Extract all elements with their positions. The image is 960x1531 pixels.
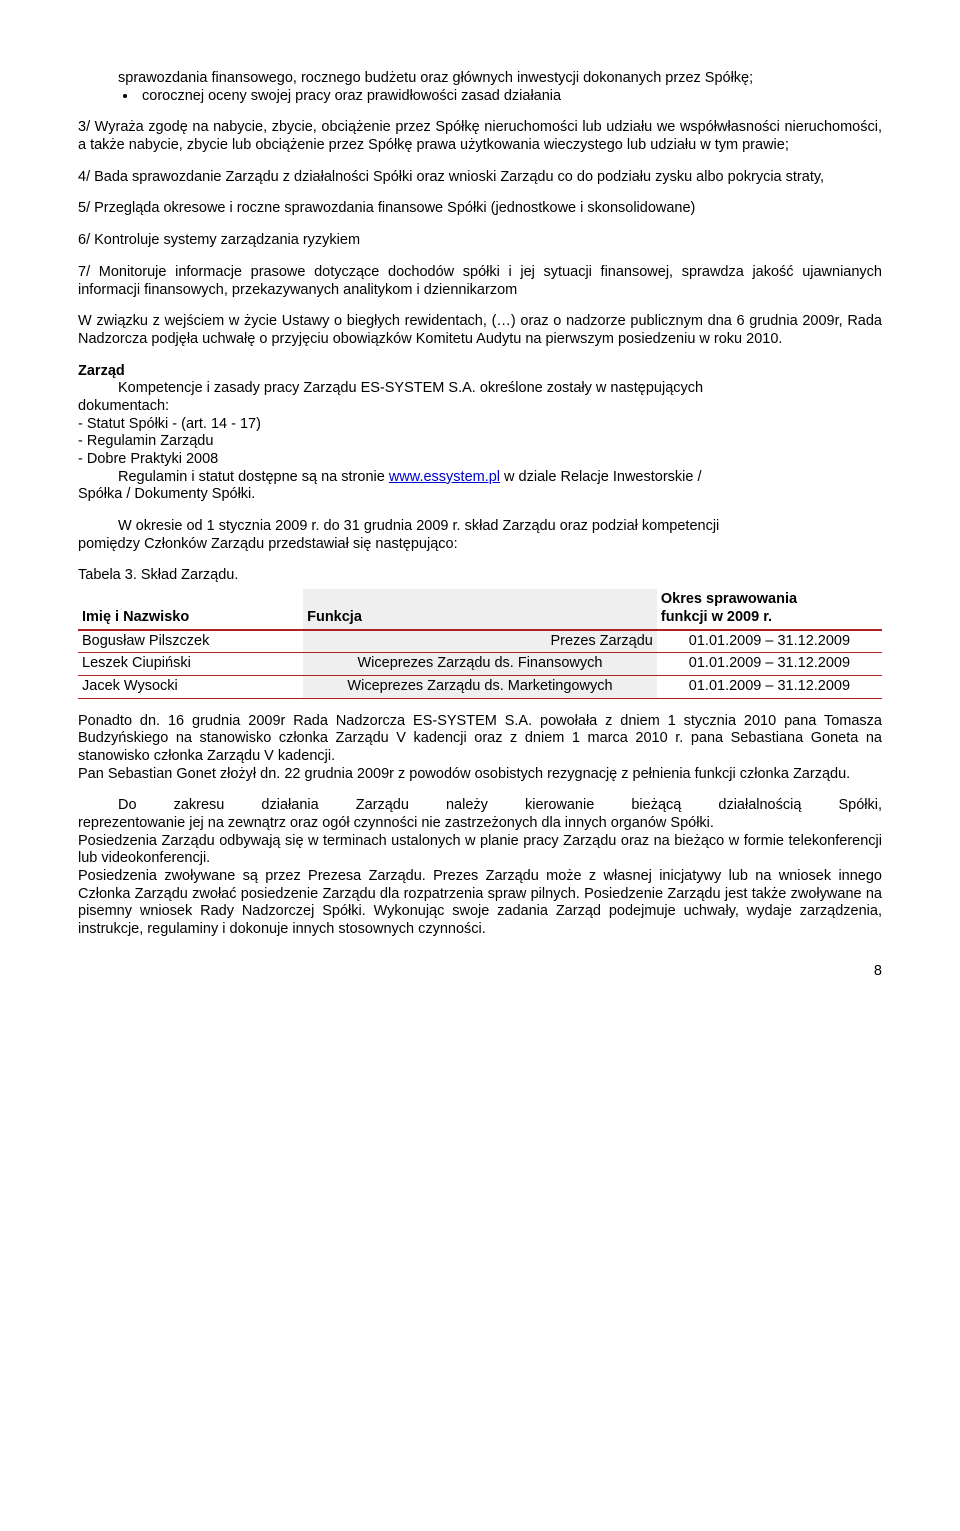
intro-bullet: corocznej oceny swojej pracy oraz prawid… [138,88,882,106]
paragraph-4: 4/ Bada sprawozdanie Zarządu z działalno… [78,169,882,187]
after-p4: Posiedzenia Zarządu odbywają się w termi… [78,833,882,868]
cell-func: Prezes Zarządu [303,630,657,653]
after-p1: Ponadto dn. 16 grudnia 2009r Rada Nadzor… [78,713,882,766]
cell-func: Wiceprezes Zarządu ds. Marketingowych [303,675,657,698]
th-name: Imię i Nazwisko [78,589,303,629]
zarzad-line2a: Regulamin i statut dostępne są na stroni… [118,469,389,485]
paragraph-5: 5/ Przegląda okresowe i roczne sprawozda… [78,200,882,218]
table-row: Leszek Ciupiński Wiceprezes Zarządu ds. … [78,653,882,676]
table-row: Bogusław Pilszczek Prezes Zarządu 01.01.… [78,630,882,653]
th-func: Funkcja [303,589,657,629]
table-caption: Tabela 3. Skład Zarządu. [78,567,882,585]
after-p3a-wrap: Do zakresu działania Zarządu należy kier… [78,797,882,815]
zarzad-line2c: Spółka / Dokumenty Spółki. [78,486,255,502]
intro-line1: sprawozdania finansowego, rocznego budże… [118,70,753,86]
cell-date: 01.01.2009 – 31.12.2009 [657,630,882,653]
zarzad-period: W okresie od 1 stycznia 2009 r. do 31 gr… [78,518,882,553]
zarzad-heading: Zarząd [78,363,882,381]
after-p5: Posiedzenia zwoływane są przez Prezesa Z… [78,868,882,939]
zarzad-d3: - Dobre Praktyki 2008 [78,451,882,469]
zarzad-d2: - Regulamin Zarządu [78,433,882,451]
cell-date: 01.01.2009 – 31.12.2009 [657,675,882,698]
zarzad-line3a: W okresie od 1 stycznia 2009 r. do 31 gr… [118,518,719,534]
table-row: Jacek Wysocki Wiceprezes Zarządu ds. Mar… [78,675,882,698]
after-p3b: reprezentowanie jej na zewnątrz oraz ogó… [78,815,882,833]
zarzad-d1: - Statut Spółki - (art. 14 - 17) [78,416,882,434]
cell-name: Leszek Ciupiński [78,653,303,676]
th-period: Okres sprawowania funkcji w 2009 r. [657,589,882,629]
th-period-a: Okres sprawowania [661,591,797,607]
after-p3a: Do zakresu działania Zarządu należy kier… [118,797,882,813]
after-p2: Pan Sebastian Gonet złożył dn. 22 grudni… [78,766,882,784]
paragraph-8: W związku z wejściem w życie Ustawy o bi… [78,313,882,348]
zarzad-line2b: w dziale Relacje Inwestorskie / [500,469,701,485]
zarzad-intro: Kompetencje i zasady pracy Zarządu ES-SY… [78,380,882,415]
board-table: Imię i Nazwisko Funkcja Okres sprawowani… [78,589,882,698]
zarzad-line1a: Kompetencje i zasady pracy Zarządu ES-SY… [118,380,703,396]
intro-bullets: corocznej oceny swojej pracy oraz prawid… [138,88,882,106]
zarzad-reg: Regulamin i statut dostępne są na stroni… [78,469,882,504]
intro-block: sprawozdania finansowego, rocznego budże… [118,70,882,88]
th-period-b: funkcji w 2009 r. [661,609,772,625]
paragraph-7: 7/ Monitoruje informacje prasowe dotyczą… [78,264,882,299]
cell-date: 01.01.2009 – 31.12.2009 [657,653,882,676]
cell-name: Jacek Wysocki [78,675,303,698]
essystem-link[interactable]: www.essystem.pl [389,469,500,485]
zarzad-line1b: dokumentach: [78,398,169,414]
zarzad-line3b: pomiędzy Członków Zarządu przedstawiał s… [78,536,458,552]
page-number: 8 [78,963,882,981]
cell-name: Bogusław Pilszczek [78,630,303,653]
paragraph-6: 6/ Kontroluje systemy zarządzania ryzyki… [78,232,882,250]
cell-func: Wiceprezes Zarządu ds. Finansowych [303,653,657,676]
paragraph-3: 3/ Wyraża zgodę na nabycie, zbycie, obci… [78,119,882,154]
